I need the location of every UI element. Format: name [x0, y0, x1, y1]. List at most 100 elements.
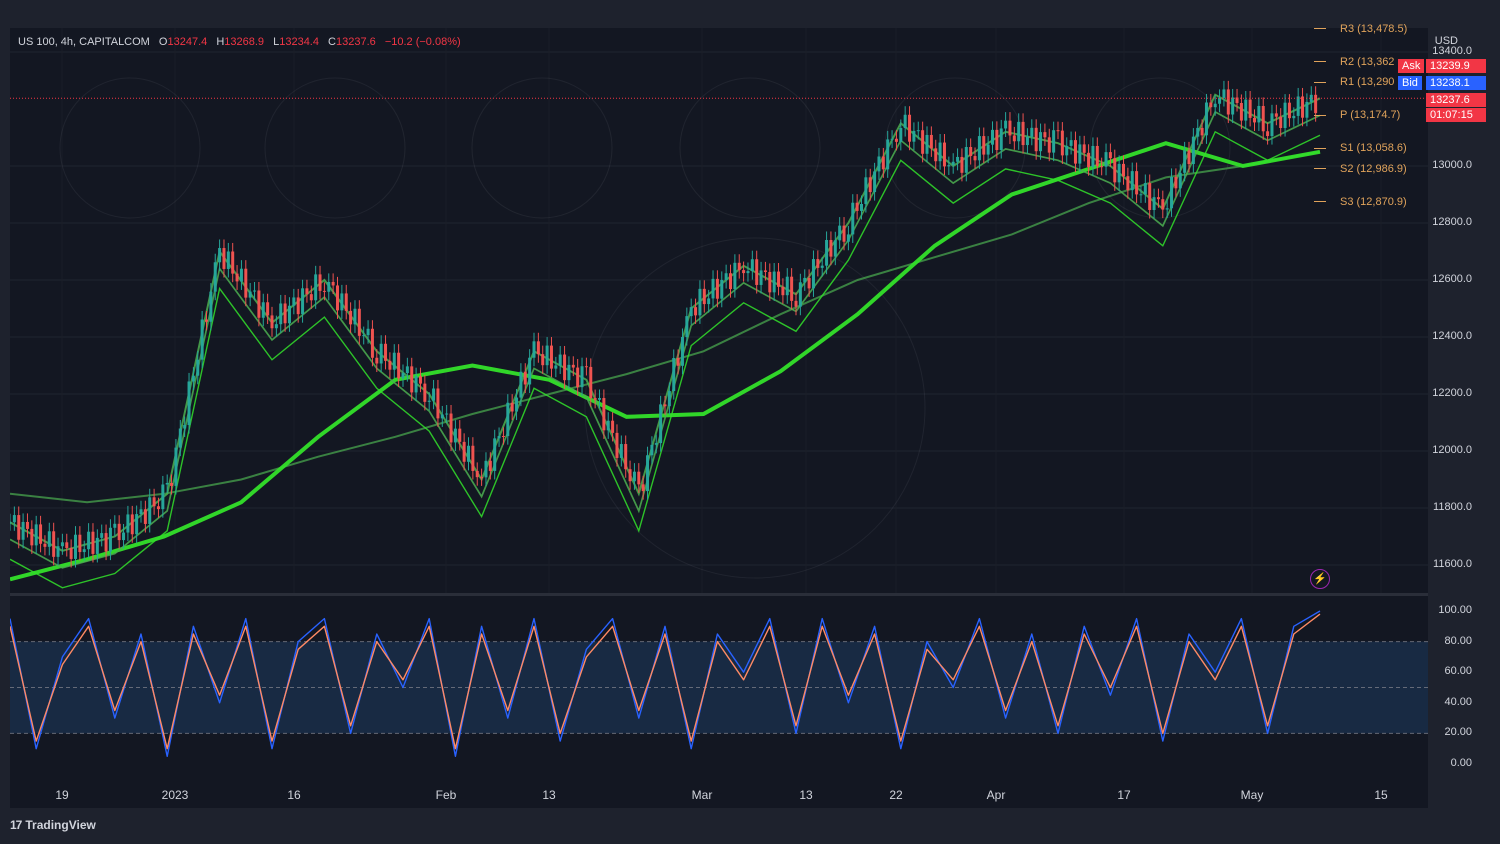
candle-body [78, 534, 82, 553]
candle-body [143, 509, 147, 524]
candle-body [711, 278, 715, 299]
candle-body [231, 251, 235, 274]
candle-body [1017, 121, 1021, 142]
candle-body [1231, 97, 1235, 115]
pivot-level-label: S2 (12,986.9) [1314, 163, 1407, 175]
candle-body [921, 130, 925, 154]
candle-body [292, 297, 296, 306]
pivot-text: P (13,174.7) [1340, 109, 1401, 122]
candle-body [170, 483, 174, 486]
candle-body [74, 534, 77, 559]
candle-body [602, 398, 606, 431]
candle-body [95, 537, 99, 554]
candle-body [1270, 113, 1274, 137]
candle-body [336, 285, 339, 311]
candle-body [724, 273, 728, 280]
candle-body [196, 359, 200, 376]
open-value: 13247.4 [167, 36, 208, 48]
oscillator-tick-label: 80.00 [1444, 634, 1472, 647]
candle-body [528, 357, 532, 385]
candle-body [816, 259, 820, 268]
candle-body [881, 156, 885, 170]
candle-body [685, 316, 689, 338]
lightning-icon[interactable]: ⚡ [1310, 569, 1330, 589]
time-tick-label: 19 [55, 788, 69, 802]
stoch-d-line [10, 613, 1321, 750]
candle-body [397, 352, 401, 379]
candle-body [825, 240, 829, 266]
candle-body [117, 523, 121, 541]
candle-body [606, 420, 610, 431]
candle-body [100, 533, 104, 538]
candle-body [772, 271, 776, 293]
candle-body [934, 148, 938, 162]
oscillator-tick-label: 60.00 [1444, 665, 1472, 678]
pane-separator[interactable] [10, 593, 1428, 596]
candle-body [781, 286, 785, 296]
candle-body [938, 142, 942, 162]
tradingview-brand[interactable]: 17 TradingView [10, 818, 96, 832]
candle-body [659, 404, 663, 444]
candle-body [1305, 101, 1309, 118]
price-tick-label: 12400.0 [1432, 330, 1472, 342]
candle-body [694, 307, 698, 316]
price-tick-label: 11800.0 [1433, 501, 1472, 513]
candle-body [820, 265, 824, 268]
candle-body [139, 509, 143, 515]
stoch-k-line [10, 610, 1321, 757]
symbol-legend[interactable]: US 100, 4h, CAPITALCOM O13247.4 H13268.9… [18, 36, 461, 48]
candle-body [1235, 97, 1239, 103]
candle-body [580, 366, 584, 388]
candle-body [646, 455, 650, 492]
close-value: 13237.6 [336, 36, 376, 48]
candle-body [746, 271, 750, 274]
candle-body [1004, 120, 1008, 129]
candle-body [1196, 127, 1200, 137]
candle-body [30, 528, 34, 546]
price-chart[interactable] [10, 28, 1428, 593]
candle-body [991, 129, 994, 145]
candle-body [462, 441, 466, 462]
candle-body [60, 542, 64, 547]
candle-body [1100, 166, 1104, 168]
candle-body [1104, 152, 1108, 167]
candle-body [510, 402, 514, 412]
candle-body [1021, 121, 1025, 146]
candle-body [362, 335, 366, 337]
candle-body [279, 303, 283, 325]
oscillator-tick-label: 20.00 [1444, 726, 1472, 739]
candle-body [641, 484, 645, 492]
candle-body [798, 282, 802, 307]
candle-body [720, 279, 724, 299]
candle-body [1143, 183, 1147, 195]
candle-body [218, 248, 222, 263]
pivot-level-label: S1 (13,058.6) [1314, 142, 1407, 154]
high-label: H [216, 36, 225, 48]
candle-body [506, 402, 510, 437]
candle-body [890, 138, 894, 140]
candle-body [628, 469, 632, 482]
candle-body [1253, 117, 1256, 123]
candle-body [567, 364, 571, 381]
low-label: L [273, 36, 280, 48]
time-tick-label: 17 [1117, 788, 1131, 802]
candle-body [432, 388, 436, 401]
bid-tag-value: 13238.1 [1426, 76, 1486, 90]
candle-body [1043, 132, 1047, 138]
candle-body [1165, 208, 1169, 210]
candle-body [554, 365, 558, 369]
candle-body [1073, 140, 1077, 164]
candle-body [729, 273, 732, 290]
candle-body [501, 436, 505, 438]
candle-body [458, 428, 462, 442]
stochastic-pane[interactable] [10, 596, 1428, 774]
candle-body [91, 531, 95, 554]
candle-body [794, 300, 798, 307]
candle-body [405, 366, 409, 374]
price-tick-label: 13000.0 [1432, 159, 1472, 171]
candle-body [894, 138, 898, 142]
candle-body [43, 543, 47, 547]
price-tick-label: 12000.0 [1432, 444, 1472, 456]
candle-body [1292, 115, 1296, 119]
candle-body [737, 262, 741, 271]
